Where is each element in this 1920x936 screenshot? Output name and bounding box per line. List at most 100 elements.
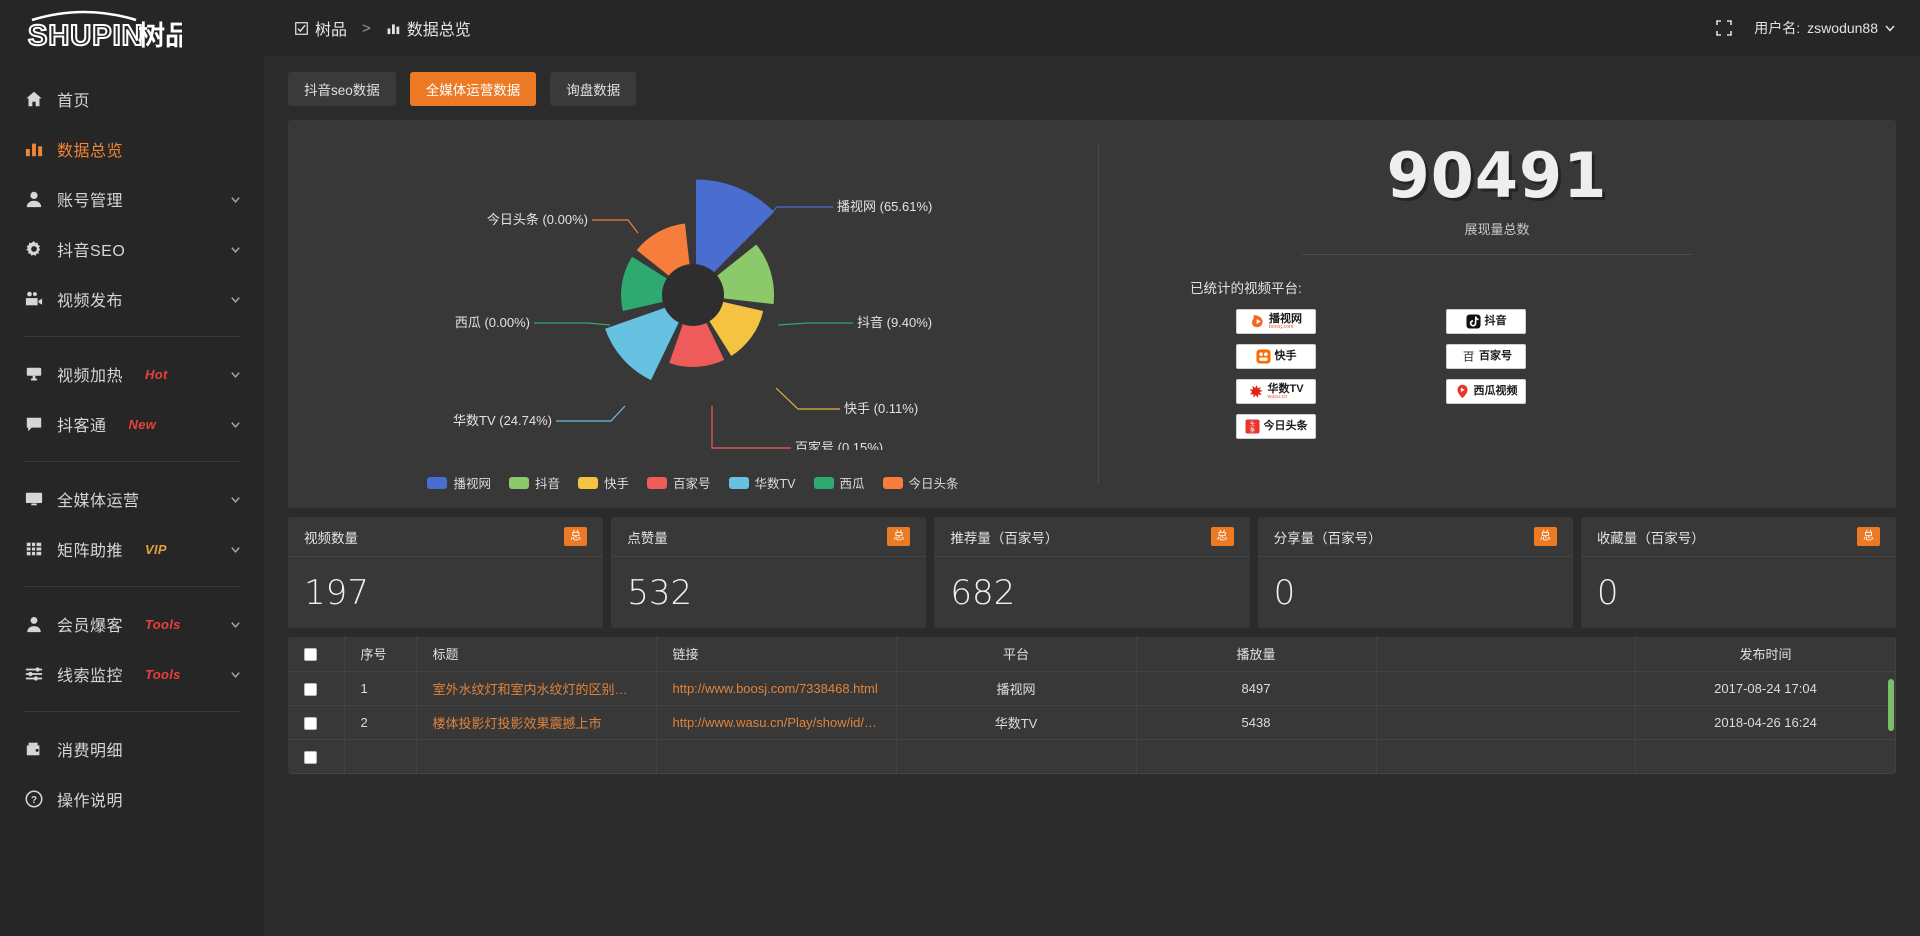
sidebar-item-label: 会员爆客 [57,618,124,635]
row-url-link[interactable]: http://www.boosj.com/7338468.html [656,671,897,706]
sidebar-item-label: 数据总览 [57,143,124,160]
row-index: 1 [344,671,417,706]
sidebar: SHUPIN 树品 首页 数据总览 [0,0,264,936]
row-url-link[interactable]: http://www.wasu.cn/Play/show/id/952... [656,705,897,740]
sidebar-item-tag: Hot [145,366,168,382]
chevron-down-icon[interactable] [229,493,242,506]
sliders-icon [24,664,44,684]
chevron-down-icon[interactable] [229,368,242,381]
table-header-plays[interactable]: 播放量 [1136,637,1377,672]
table-row[interactable] [288,739,1896,774]
chevron-down-icon[interactable] [229,293,242,306]
sidebar-item-video-publish[interactable]: 视频发布 [0,274,264,324]
kuaishou-icon [1256,349,1272,365]
slice-boshiwang[interactable] [696,179,775,291]
platform-chip-baijiahao[interactable]: 百 百家号 [1446,344,1526,370]
chevron-down-icon[interactable] [229,193,242,206]
platform-chip-boshiwang[interactable]: 播视网 boosj.com [1236,309,1316,335]
brand-logo[interactable]: SHUPIN 树品 [0,0,264,56]
svg-text:树品: 树品 [138,21,182,49]
sidebar-item-member-leads[interactable]: 会员爆客 Tools [0,599,264,649]
slice-baijiahao[interactable] [647,295,725,382]
svg-text:?: ? [31,795,37,806]
sidebar-item-data-overview[interactable]: 数据总览 [0,124,264,174]
platform-chip-label: 抖音 [1484,315,1507,328]
table-header-select [288,637,345,672]
table-header-spacer [1376,637,1636,672]
legend-swatch [882,476,903,489]
chart-legend: 播视网 抖音 快手 百家号 [288,473,1098,492]
table-header-title[interactable]: 标题 [416,637,657,672]
slice-huashutv[interactable] [594,271,690,381]
sidebar-item-account-management[interactable]: 账号管理 [0,174,264,224]
sidebar-item-video-boost[interactable]: 视频加热 Hot [0,349,264,399]
platform-chip-label: 西瓜视频 [1473,385,1518,398]
legend-swatch [427,476,448,489]
stat-card-favorites: 收藏量（百家号） 总 0 [1580,517,1897,628]
sidebar-item-home[interactable]: 首页 [0,74,264,124]
fullscreen-icon[interactable] [1716,20,1733,36]
row-index: 2 [344,705,417,740]
table-row[interactable]: 2 楼体投影灯投影效果震撼上市 http://www.wasu.cn/Play/… [288,705,1896,740]
legend-item-kuaishou[interactable]: 快手 [577,473,629,492]
boosj-icon [1250,314,1266,330]
select-all-checkbox[interactable] [304,648,317,662]
sidebar-item-douyin-seo[interactable]: 抖音SEO [0,224,264,274]
breadcrumb-item-current[interactable]: 数据总览 [386,16,471,40]
platform-chip-xigua[interactable]: 西瓜视频 [1446,379,1526,405]
table-header-index[interactable]: 序号 [344,637,417,672]
sidebar-item-douketong[interactable]: 抖客通 New [0,399,264,449]
row-checkbox[interactable] [304,716,317,730]
summary-divider [1302,254,1692,256]
row-title-link[interactable]: 室外水纹灯和室内水纹灯的区别和简介 [416,671,657,706]
table-row[interactable]: 1 室外水纹灯和室内水纹灯的区别和简介 http://www.boosj.com… [288,671,1896,706]
overview-panel: 播视网 (65.61%) 抖音 (9.40%) 快手 (0.11%) 百家号 (… [288,120,1896,508]
platform-chip-kuaishou[interactable]: 快手 [1236,344,1316,370]
sidebar-separator [24,336,240,337]
tab-inquiry-data[interactable]: 询盘数据 [550,72,637,106]
table-scrollbar[interactable] [1888,679,1894,731]
sidebar-item-instructions[interactable]: ? 操作说明 [0,774,264,824]
legend-item-xigua[interactable]: 西瓜 [813,473,865,492]
legend-item-baijiahao[interactable]: 百家号 [647,473,711,492]
row-select-cell [288,739,345,774]
row-checkbox[interactable] [304,682,317,696]
table-header-platform[interactable]: 平台 [896,637,1137,672]
user-menu[interactable]: 用户名: zswodun88 [1754,18,1896,38]
platform-chip-huashutv[interactable]: 华数TV wasu.cn [1236,379,1316,405]
sidebar-item-omni-media[interactable]: 全媒体运营 [0,474,264,524]
legend-item-boshiwang[interactable]: 播视网 [427,473,491,492]
chevron-down-icon[interactable] [229,243,242,256]
platform-chip-douyin[interactable]: 抖音 [1446,309,1526,335]
sidebar-item-matrix-boost[interactable]: 矩阵助推 VIP [0,524,264,574]
sidebar-item-consumption-detail[interactable]: 消费明细 [0,724,264,774]
row-title-link[interactable]: 楼体投影灯投影效果震撼上市 [416,705,657,740]
breadcrumb-label: 数据总览 [406,22,471,39]
platform-chip-label: 快手 [1274,350,1297,363]
chevron-down-icon[interactable] [229,543,242,556]
row-url-link[interactable] [656,739,897,774]
table-header-link[interactable]: 链接 [656,637,897,672]
sidebar-item-tag: New [128,416,157,432]
square-check-icon [294,21,309,36]
tab-omni-media-operation[interactable]: 全媒体运营数据 [409,72,537,106]
row-spacer [1376,671,1636,706]
rose-donut-svg: 播视网 (65.61%) 抖音 (9.40%) 快手 (0.11%) 百家号 (… [453,179,932,450]
row-title-link[interactable] [416,739,657,774]
platform-chip-toutiao[interactable]: 头条 今日头条 [1236,414,1316,440]
sidebar-item-label: 全媒体运营 [57,493,140,510]
legend-item-toutiao[interactable]: 今日头条 [882,473,959,492]
chevron-down-icon[interactable] [229,418,242,431]
chevron-down-icon[interactable] [229,668,242,681]
chevron-down-icon[interactable] [229,618,242,631]
row-checkbox[interactable] [304,750,317,764]
sidebar-item-lead-monitor[interactable]: 线索监控 Tools [0,649,264,699]
stat-card-recommendations: 推荐量（百家号） 总 682 [934,517,1250,628]
legend-item-douyin[interactable]: 抖音 [508,473,560,492]
breadcrumb-item-root[interactable]: 树品 [294,16,347,40]
breadcrumb: 树品 > 数据总览 [294,16,471,40]
tab-douyin-seo[interactable]: 抖音seo数据 [288,72,396,106]
home-icon [24,89,44,109]
legend-item-huashutv[interactable]: 华数TV [728,473,796,492]
table-header-publish-time[interactable]: 发布时间 [1635,637,1896,672]
